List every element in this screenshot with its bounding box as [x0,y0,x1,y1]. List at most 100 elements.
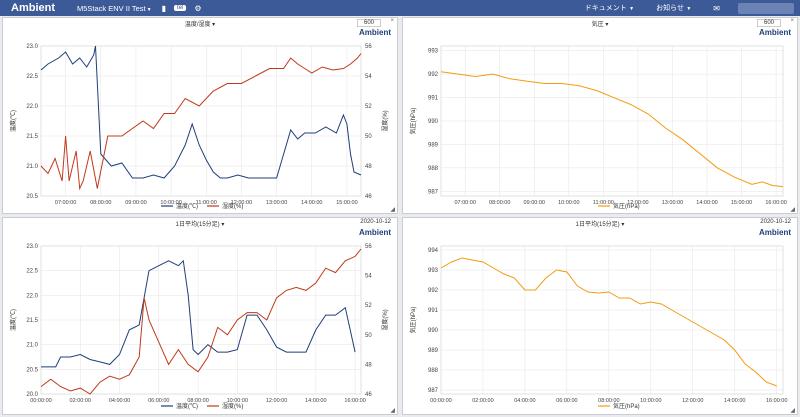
chart-svg: 987 988 989 990 991 992 993 994 00:00:00 02:00:00… [409,245,787,410]
x-tick-label: 12:00:00 [266,398,287,404]
mail-icon[interactable]: ✉ [713,3,720,13]
y-tick-label: 992 [428,72,439,78]
gear-icon[interactable]: ⚙ [194,3,202,13]
legend-label: 湿度(%) [222,402,243,410]
y2-tick-label: 50 [365,134,372,140]
x-tick-label: 07:00:00 [454,200,475,206]
panel-date[interactable]: 2020-10-12 [360,219,391,225]
x-tick-label: 02:00:00 [70,398,91,404]
y-tick-label: 994 [428,248,439,254]
close-icon[interactable]: × [390,18,394,24]
legend-label: 気圧(hPa) [613,202,640,210]
chart-svg: 20.5 21.0 21.5 22.0 22.5 23.0 46 48 50 52 54 56 07:0… [9,44,389,210]
y-tick-label: 22.5 [26,269,38,275]
y-tick-label: 991 [428,96,439,102]
docs-menu[interactable]: ドキュメント ▼ [585,3,634,13]
device-selector[interactable]: M5Stack ENV II Test▼ [77,4,152,13]
x-tick-label: 09:00:00 [125,200,146,206]
plot-frame [40,45,362,197]
series-line [440,257,777,387]
x-tick-label: 10:00:00 [160,200,181,206]
x-tick-label: 12:00:00 [682,398,703,404]
panel-title-dropdown[interactable]: 1日平均(15分足) ▾ [175,222,225,228]
y2-tick-label: 46 [365,194,372,200]
series-line [40,53,362,191]
y-tick-label: 992 [428,288,439,294]
y-tick-label: 22.0 [26,293,38,299]
document-icon[interactable]: ▮ [161,3,166,13]
x-tick-label: 14:00:00 [305,398,326,404]
plot-frame [440,245,784,395]
y-tick-label: 990 [428,328,439,334]
y-tick-label: 991 [428,308,439,314]
panel-date[interactable]: 2020-10-12 [760,219,791,225]
y-axis-label: 温度(℃) [9,110,17,132]
series-line [440,71,784,188]
account-box[interactable] [738,2,794,14]
y2-axis-label: 湿度(%) [381,110,389,131]
x-tick-label: 14:00:00 [696,200,717,206]
brand-logo[interactable]: Ambient [11,2,55,14]
y-tick-label: 989 [428,348,439,354]
x-tick-label: 15:00:00 [336,200,357,206]
y2-tick-label: 52 [365,303,372,309]
y2-tick-label: 56 [365,44,372,50]
resize-handle-icon[interactable]: ◢ [790,408,795,414]
panel-title-dropdown[interactable]: 1日平均(15分足) ▾ [575,222,625,228]
y2-tick-label: 48 [365,164,372,170]
chevron-down-icon: ▼ [146,6,152,13]
x-tick-label: 09:00:00 [524,200,545,206]
y-tick-label: 990 [428,119,439,125]
y-tick-label: 22.0 [26,104,38,110]
panel-title: 気圧 [591,22,604,28]
chart-svg: 20.0 20.5 21.0 21.5 22.0 22.5 23.0 46 48 50 52 54 56… [9,244,389,410]
resize-handle-icon[interactable]: ◢ [790,207,795,213]
x-tick-label: 08:00:00 [90,200,111,206]
x-tick-label: 11:00:00 [593,200,614,206]
y-tick-label: 21.5 [26,134,38,140]
top-navbar: Ambient M5Stack ENV II Test▼ ▮ tel ⚙ ドキュ… [0,0,800,16]
legend-label: 気圧(hPa) [613,402,640,410]
x-tick-label: 10:00:00 [558,200,579,206]
chart-panel-daily-temp-humidity: 1日平均(15分足) ▾ 2020-10-12 Ambient 20.0 20.5… [2,217,398,415]
x-tick-label: 15:00:00 [731,200,752,206]
x-tick-label: 16:00:00 [766,398,787,404]
y2-tick-label: 46 [365,392,372,398]
x-tick-label: 07:00:00 [55,200,76,206]
point-count[interactable]: 600 [756,19,781,27]
tel-chip[interactable]: tel [174,5,187,11]
point-count[interactable]: 600 [356,19,381,27]
panel-title-dropdown[interactable]: 温度/湿度 ▾ [184,22,216,28]
legend-label: 湿度(%) [222,202,243,210]
y-tick-label: 989 [428,142,439,148]
legend-label: 温度(℃) [176,202,198,210]
x-tick-label: 10:00:00 [640,398,661,404]
resize-handle-icon[interactable]: ◢ [390,207,395,213]
chart-panel-pressure: 気圧 ▾ 600 × Ambient 987 988 989 990 991 992 993… [402,17,798,214]
device-label: M5Stack ENV II Test [77,3,146,13]
close-icon[interactable]: × [790,18,794,24]
y-tick-label: 993 [428,268,439,274]
panel-title-dropdown[interactable]: 気圧 ▾ [591,22,609,28]
docs-label: ドキュメント [584,5,627,12]
y-tick-label: 23.0 [26,244,38,250]
y-axis-label: 温度(℃) [9,309,17,331]
series-line [41,259,356,368]
y-tick-label: 21.0 [26,343,38,349]
x-tick-label: 16:00:00 [344,398,365,404]
notice-menu[interactable]: お知らせ ▼ [656,3,691,13]
series-line [40,45,362,179]
y2-tick-label: 54 [365,74,372,80]
x-tick-label: 12:00:00 [627,200,648,206]
y2-tick-label: 54 [365,274,372,280]
x-tick-label: 14:00:00 [724,398,745,404]
x-tick-label: 11:00:00 [196,200,217,206]
y-axis-label: 気圧(hPa) [409,307,417,334]
chart-panel-daily-pressure: 1日平均(15分足) ▾ 2020-10-12 Ambient 987 988 98… [402,217,798,415]
chart-panel-temp-humidity: 温度/湿度 ▾ 600 × Ambient 20.5 21.0 21.5 22.0 22… [2,17,398,214]
resize-handle-icon[interactable]: ◢ [390,408,395,414]
chevron-down-icon: ▼ [684,6,692,12]
x-tick-label: 04:00:00 [109,398,130,404]
panel-brand: Ambient [759,28,791,37]
y-tick-label: 988 [428,166,439,172]
